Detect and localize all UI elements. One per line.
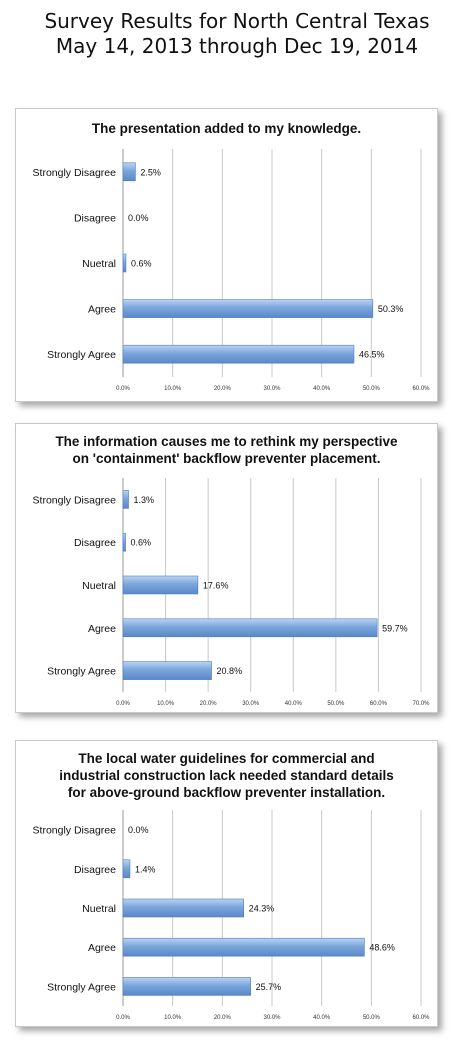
- x-tick-label: 20.0%: [214, 1015, 232, 1021]
- category-label: Strongly Agree: [47, 349, 116, 361]
- value-label: 1.3%: [134, 495, 155, 505]
- chart-card-containment: The information causes me to rethink my …: [15, 423, 438, 713]
- chart-title: The presentation added to my knowledge.: [16, 120, 437, 137]
- chart-card-knowledge: The presentation added to my knowledge. …: [15, 108, 438, 402]
- x-tick-label: 40.0%: [313, 386, 331, 392]
- x-tick-label: 40.0%: [313, 1015, 331, 1021]
- category-label: Strongly Disagree: [33, 825, 117, 837]
- value-label: 20.8%: [217, 666, 243, 676]
- x-tick-label: 50.0%: [363, 386, 381, 392]
- category-label: Agree: [88, 304, 116, 316]
- x-tick-label: 40.0%: [285, 701, 303, 707]
- category-label: Disagree: [74, 212, 116, 224]
- value-label: 50.3%: [378, 304, 404, 314]
- chart-title-line: for above-ground backflow preventer inst…: [67, 785, 386, 800]
- chart-title-line: The local water guidelines for commercia…: [78, 751, 375, 766]
- bar: [122, 977, 251, 996]
- value-label: 59.7%: [382, 623, 408, 633]
- x-tick-label: 50.0%: [363, 1015, 381, 1021]
- value-label: 0.0%: [128, 825, 149, 835]
- value-label: 25.7%: [256, 982, 282, 992]
- bar: [122, 618, 378, 638]
- bar: [122, 898, 244, 918]
- chart-title: The information causes me to rethink my …: [16, 433, 437, 467]
- x-tick-label: 0.0%: [116, 386, 130, 392]
- value-label: 0.6%: [131, 259, 152, 269]
- chart-title-line: industrial construction lack needed stan…: [59, 768, 394, 783]
- category-label: Nuetral: [82, 903, 116, 915]
- x-tick-label: 50.0%: [327, 701, 345, 707]
- category-label: Strongly Disagree: [33, 494, 117, 506]
- x-tick-label: 60.0%: [370, 701, 388, 707]
- x-tick-label: 10.0%: [164, 386, 182, 392]
- page-title-line-2: May 14, 2013 through Dec 19, 2014: [55, 34, 419, 58]
- value-label: 1.4%: [135, 864, 156, 874]
- x-tick-label: 30.0%: [263, 386, 281, 392]
- category-label: Disagree: [74, 537, 116, 549]
- bar: [122, 532, 126, 552]
- x-tick-label: 30.0%: [242, 701, 260, 707]
- category-label: Agree: [88, 623, 116, 635]
- bar: [122, 937, 365, 957]
- bar: [122, 162, 136, 182]
- x-tick-label: 10.0%: [157, 701, 175, 707]
- chart-card-guidelines: The local water guidelines for commercia…: [15, 740, 438, 1027]
- category-label: Nuetral: [82, 580, 116, 592]
- x-tick-label: 60.0%: [412, 386, 430, 392]
- value-label: 2.5%: [140, 167, 161, 177]
- x-tick-label: 10.0%: [164, 1015, 182, 1021]
- x-tick-label: 0.0%: [116, 1015, 130, 1021]
- category-label: Strongly Agree: [47, 981, 116, 993]
- value-label: 24.3%: [249, 904, 275, 914]
- bar: [122, 344, 355, 364]
- chart-title-line: on 'containment' backflow preventer plac…: [72, 451, 381, 466]
- bar: [122, 299, 374, 318]
- bar-chart-knowledge: 0.0% 10.0% 20.0% 30.0% 40.0% 50.0% 60.0% Strong…: [33, 149, 430, 392]
- value-label: 46.5%: [359, 350, 385, 360]
- chart-title-line: The information causes me to rethink my …: [55, 434, 398, 449]
- bar: [122, 575, 199, 595]
- value-label: 48.6%: [369, 943, 395, 953]
- value-label: 0.0%: [128, 213, 149, 223]
- value-label: 17.6%: [203, 581, 229, 591]
- chart-title: The local water guidelines for commercia…: [16, 750, 437, 801]
- category-label: Strongly Agree: [47, 666, 116, 678]
- bar: [122, 253, 127, 273]
- x-tick-label: 0.0%: [116, 701, 130, 707]
- bar: [122, 661, 212, 680]
- x-tick-label: 60.0%: [412, 1015, 430, 1021]
- category-label: Strongly Disagree: [33, 167, 117, 179]
- chart-title-line: The presentation added to my knowledge.: [91, 121, 362, 136]
- bar: [122, 859, 131, 879]
- category-label: Disagree: [74, 864, 116, 876]
- x-tick-label: 20.0%: [214, 386, 232, 392]
- bar-chart-guidelines: 0.0% 10.0% 20.0% 30.0% 40.0% 50.0% 60.0% Strong…: [33, 810, 430, 1021]
- x-tick-label: 30.0%: [263, 1015, 281, 1021]
- value-label: 0.6%: [131, 538, 152, 548]
- x-tick-label: 20.0%: [200, 701, 218, 707]
- bar-chart-containment: 0.0% 10.0% 20.0% 30.0% 40.0% 50.0% 60.0% 70.0% S…: [33, 478, 430, 707]
- category-label: Nuetral: [82, 258, 116, 270]
- page-title-line-1: Survey Results for North Central Texas: [44, 9, 430, 33]
- bar: [122, 490, 129, 509]
- x-tick-label: 70.0%: [412, 701, 430, 707]
- category-label: Agree: [88, 942, 116, 954]
